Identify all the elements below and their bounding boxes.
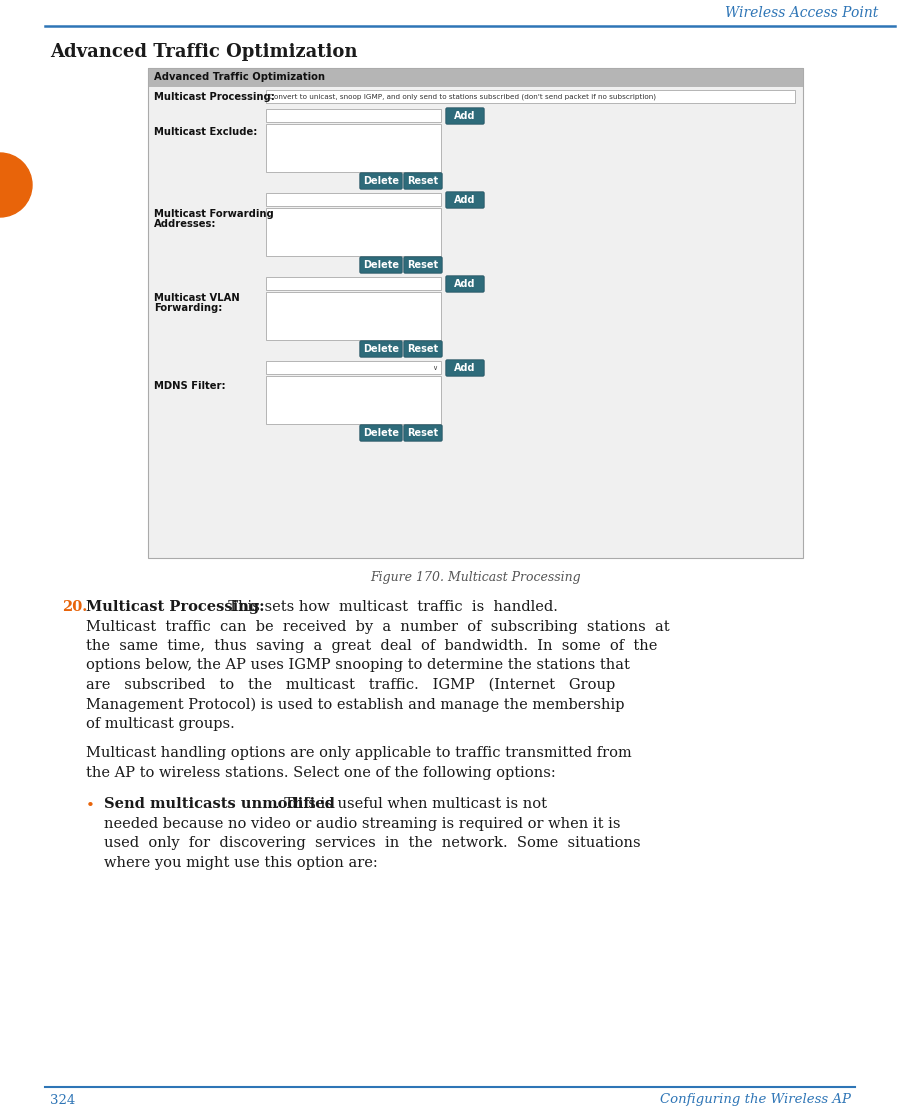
Text: 20.: 20. bbox=[62, 600, 87, 614]
Text: Add: Add bbox=[454, 111, 476, 121]
Text: 324: 324 bbox=[50, 1094, 76, 1106]
Text: . This is useful when multicast is not: . This is useful when multicast is not bbox=[275, 798, 547, 811]
Bar bbox=[266, 124, 441, 172]
FancyBboxPatch shape bbox=[359, 173, 402, 189]
Text: Multicast Exclude:: Multicast Exclude: bbox=[154, 127, 258, 137]
Text: of multicast groups.: of multicast groups. bbox=[86, 717, 235, 731]
Text: Delete: Delete bbox=[363, 260, 399, 270]
Text: Multicast VLAN: Multicast VLAN bbox=[154, 293, 240, 303]
FancyBboxPatch shape bbox=[404, 257, 442, 273]
Text: Add: Add bbox=[454, 278, 476, 289]
FancyBboxPatch shape bbox=[446, 108, 484, 124]
FancyBboxPatch shape bbox=[359, 424, 402, 441]
FancyBboxPatch shape bbox=[404, 173, 442, 189]
Bar bbox=[266, 361, 441, 374]
Bar bbox=[266, 208, 441, 256]
Text: This sets how  multicast  traffic  is  handled.: This sets how multicast traffic is handl… bbox=[219, 600, 558, 614]
Text: are   subscribed   to   the   multicast   traffic.   IGMP   (Internet   Group: are subscribed to the multicast traffic.… bbox=[86, 678, 615, 693]
Bar bbox=[266, 277, 441, 290]
Text: Delete: Delete bbox=[363, 344, 399, 354]
Text: Convert to unicast, snoop IGMP, and only send to stations subscribed (don't send: Convert to unicast, snoop IGMP, and only… bbox=[269, 94, 656, 100]
Text: Forwarding:: Forwarding: bbox=[154, 303, 223, 313]
Text: Multicast handling options are only applicable to traffic transmitted from: Multicast handling options are only appl… bbox=[86, 746, 632, 761]
Text: the AP to wireless stations. Select one of the following options:: the AP to wireless stations. Select one … bbox=[86, 766, 556, 780]
Bar bbox=[266, 292, 441, 340]
Text: Delete: Delete bbox=[363, 428, 399, 438]
FancyBboxPatch shape bbox=[404, 341, 442, 358]
Text: Multicast  traffic  can  be  received  by  a  number  of  subscribing  stations : Multicast traffic can be received by a n… bbox=[86, 619, 669, 634]
Circle shape bbox=[0, 153, 32, 217]
Text: Add: Add bbox=[454, 363, 476, 373]
Text: Reset: Reset bbox=[407, 260, 439, 270]
FancyBboxPatch shape bbox=[446, 276, 484, 292]
Text: Multicast Forwarding: Multicast Forwarding bbox=[154, 209, 274, 219]
Text: Delete: Delete bbox=[363, 176, 399, 186]
Text: Configuring the Wireless AP: Configuring the Wireless AP bbox=[660, 1094, 851, 1106]
Text: Reset: Reset bbox=[407, 428, 439, 438]
Bar bbox=[266, 90, 795, 102]
Text: Multicast Processing:: Multicast Processing: bbox=[86, 600, 265, 614]
Text: Add: Add bbox=[454, 195, 476, 205]
Text: options below, the AP uses IGMP snooping to determine the stations that: options below, the AP uses IGMP snooping… bbox=[86, 658, 630, 673]
Bar bbox=[266, 377, 441, 424]
FancyBboxPatch shape bbox=[359, 341, 402, 358]
FancyBboxPatch shape bbox=[404, 424, 442, 441]
Text: •: • bbox=[86, 800, 95, 813]
Text: Multicast Processing:: Multicast Processing: bbox=[154, 91, 275, 101]
Text: Figure 170. Multicast Processing: Figure 170. Multicast Processing bbox=[370, 571, 581, 585]
FancyBboxPatch shape bbox=[359, 257, 402, 273]
Text: Management Protocol) is used to establish and manage the membership: Management Protocol) is used to establis… bbox=[86, 697, 624, 712]
Text: Wireless Access Point: Wireless Access Point bbox=[724, 6, 878, 20]
Bar bbox=[266, 109, 441, 123]
FancyBboxPatch shape bbox=[446, 192, 484, 208]
Text: used  only  for  discovering  services  in  the  network.  Some  situations: used only for discovering services in th… bbox=[104, 837, 641, 850]
Text: Advanced Traffic Optimization: Advanced Traffic Optimization bbox=[154, 72, 325, 82]
Text: Advanced Traffic Optimization: Advanced Traffic Optimization bbox=[50, 43, 358, 61]
Bar bbox=[148, 68, 803, 86]
Text: Reset: Reset bbox=[407, 344, 439, 354]
Text: the  same  time,  thus  saving  a  great  deal  of  bandwidth.  In  some  of  th: the same time, thus saving a great deal … bbox=[86, 639, 658, 653]
Text: ∨: ∨ bbox=[432, 364, 438, 371]
Text: where you might use this option are:: where you might use this option are: bbox=[104, 856, 378, 870]
Text: Addresses:: Addresses: bbox=[154, 219, 216, 229]
Text: Reset: Reset bbox=[407, 176, 439, 186]
Bar bbox=[266, 193, 441, 206]
Text: Send multicasts unmodified: Send multicasts unmodified bbox=[104, 798, 335, 811]
Text: MDNS Filter:: MDNS Filter: bbox=[154, 381, 225, 391]
Bar bbox=[148, 68, 803, 558]
Text: needed because no video or audio streaming is required or when it is: needed because no video or audio streami… bbox=[104, 817, 621, 831]
FancyBboxPatch shape bbox=[446, 360, 484, 377]
